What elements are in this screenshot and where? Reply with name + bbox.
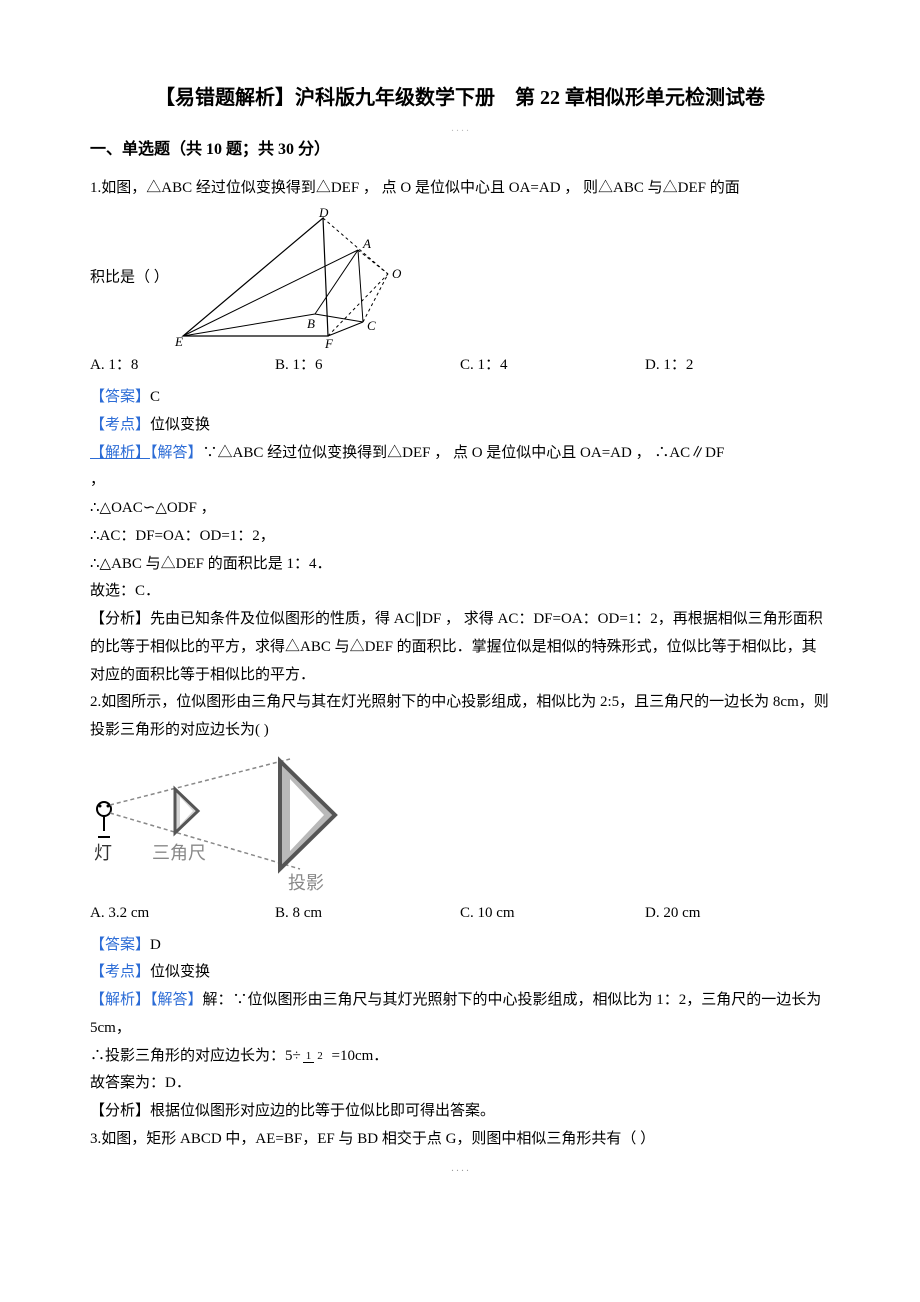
q1-answer-row: 【答案】C bbox=[90, 384, 830, 412]
svg-text:三角尺: 三角尺 bbox=[152, 843, 206, 863]
svg-text:投影: 投影 bbox=[288, 873, 324, 893]
point-label: 【考点】 bbox=[90, 964, 150, 980]
q2-option-d: D. 20 cm bbox=[645, 900, 830, 928]
q2-analysis: 【分析】根据位似图形对应边的比等于位似比即可得出答案。 bbox=[90, 1098, 830, 1126]
q1-line3: ∴AC：DF=OA：OD=1：2， bbox=[90, 523, 830, 551]
q1-line5: 故选：C． bbox=[90, 578, 830, 606]
question-3: 3.如图，矩形 ABCD 中，AE=BF，EF 与 BD 相交于点 G，则图中相… bbox=[90, 1126, 830, 1154]
explain-label-b: 【解答】 bbox=[150, 445, 203, 461]
bottom-dots: . . . . bbox=[90, 1160, 830, 1179]
q2-option-b: B. 8 cm bbox=[275, 900, 460, 928]
svg-text:F: F bbox=[324, 336, 334, 348]
q1-answer: C bbox=[150, 389, 160, 405]
svg-text:O: O bbox=[392, 266, 402, 281]
answer-label: 【答案】 bbox=[90, 937, 150, 953]
question-1: 1.如图，△ABC 经过位似变换得到△DEF ， 点 O 是位似中心且 OA=A… bbox=[90, 175, 830, 203]
q1-options: A. 1：8 B. 1：6 C. 1：4 D. 1：2 bbox=[90, 352, 830, 380]
q1-option-a: A. 1：8 bbox=[90, 352, 275, 380]
point-label: 【考点】 bbox=[90, 417, 150, 433]
q2-options: A. 3.2 cm B. 8 cm C. 10 cm D. 20 cm bbox=[90, 900, 830, 928]
q1-explain-1: ∵△ABC 经过位似变换得到△DEF ， 点 O 是位似中心且 OA=AD ， … bbox=[203, 445, 725, 461]
q1-stem-row: 积比是（ ） E F C B O A D bbox=[90, 208, 830, 348]
frac-num: 1 bbox=[303, 1050, 315, 1063]
q1-stem-a: 1.如图，△ABC 经过位似变换得到△DEF ， 点 O 是位似中心且 OA=A… bbox=[90, 180, 740, 196]
q2-line3: 故答案为：D． bbox=[90, 1070, 830, 1098]
fraction-icon: 12 bbox=[303, 1050, 326, 1062]
q2-line2: ∴投影三角形的对应边长为：5÷12 =10cm． bbox=[90, 1043, 830, 1071]
svg-text:A: A bbox=[362, 236, 371, 251]
explain-label-b: 【解答】 bbox=[150, 992, 203, 1008]
page-title: 【易错题解析】沪科版九年级数学下册 第 22 章相似形单元检测试卷 bbox=[90, 80, 830, 117]
q1-option-d: D. 1：2 bbox=[645, 352, 830, 380]
top-dots: . . . . bbox=[90, 120, 830, 139]
q1-option-b: B. 1：6 bbox=[275, 352, 460, 380]
svg-text:C: C bbox=[367, 318, 376, 333]
q1-comma: ， bbox=[90, 467, 830, 495]
q1-line4: ∴△ABC 与△DEF 的面积比是 1：4． bbox=[90, 551, 830, 579]
q2-point: 位似变换 bbox=[150, 964, 210, 980]
q2-explain-row: 【解析】【解答】解：∵位似图形由三角尺与其灯光照射下的中心投影组成，相似比为 1… bbox=[90, 987, 830, 1043]
q2-answer: D bbox=[150, 937, 161, 953]
q1-explain-row: 【解析】【解答】∵△ABC 经过位似变换得到△DEF ， 点 O 是位似中心且 … bbox=[90, 440, 830, 468]
q1-point: 位似变换 bbox=[150, 417, 210, 433]
explain-label-a: 【解析】 bbox=[90, 445, 150, 461]
q1-figure: E F C B O A D bbox=[173, 208, 413, 348]
q2-figure: 灯 三角尺 投影 bbox=[90, 751, 350, 896]
q2-answer-row: 【答案】D bbox=[90, 932, 830, 960]
svg-text:灯: 灯 bbox=[94, 843, 112, 863]
question-2: 2.如图所示，位似图形由三角尺与其在灯光照射下的中心投影组成，相似比为 2:5，… bbox=[90, 689, 830, 745]
explain-label-a: 【解析】 bbox=[90, 992, 150, 1008]
q1-point-row: 【考点】位似变换 bbox=[90, 412, 830, 440]
q2-line2a: ∴投影三角形的对应边长为：5÷ bbox=[90, 1048, 301, 1064]
q1-line2: ∴△OAC∽△ODF ， bbox=[90, 495, 830, 523]
answer-label: 【答案】 bbox=[90, 389, 150, 405]
q2-line2b: =10cm． bbox=[328, 1048, 389, 1064]
q2-point-row: 【考点】位似变换 bbox=[90, 959, 830, 987]
q2-option-a: A. 3.2 cm bbox=[90, 900, 275, 928]
svg-text:E: E bbox=[174, 334, 183, 348]
svg-text:D: D bbox=[318, 208, 329, 220]
q2-option-c: C. 10 cm bbox=[460, 900, 645, 928]
section-header: 一、单选题（共 10 题；共 30 分） bbox=[90, 135, 830, 165]
q1-stem-b: 积比是（ ） bbox=[90, 270, 169, 286]
frac-den: 2 bbox=[314, 1050, 326, 1062]
q1-analysis: 【分析】先由已知条件及位似图形的性质，得 AC∥DF ， 求得 AC：DF=OA… bbox=[90, 606, 830, 689]
svg-text:B: B bbox=[307, 316, 315, 331]
q1-option-c: C. 1：4 bbox=[460, 352, 645, 380]
